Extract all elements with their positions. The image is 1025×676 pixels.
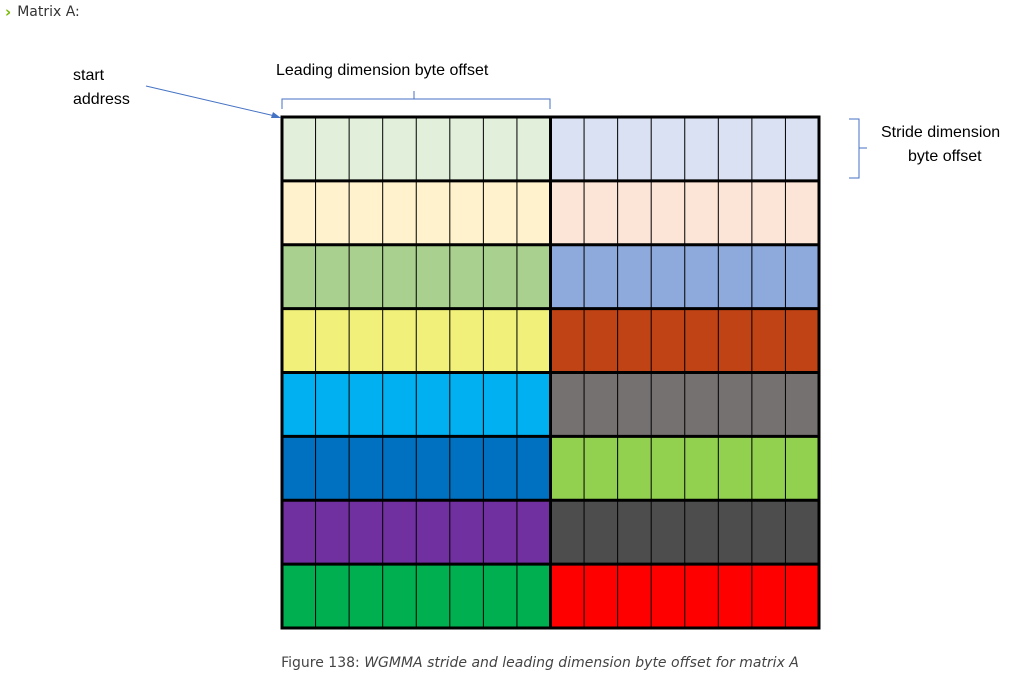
arrow-head-icon: [271, 112, 281, 118]
matrix-grid: [280, 115, 821, 630]
caption-text: WGMMA stride and leading dimension byte …: [364, 655, 799, 671]
stride-label-line1: Stride dimension: [881, 124, 1001, 141]
matrix-border: [280, 115, 821, 630]
figure-caption: Figure 138: WGMMA stride and leading dim…: [0, 655, 1025, 671]
chevron-right-icon: ›: [5, 3, 12, 21]
stride-dimension-bracket: [849, 118, 867, 179]
leading-dimension-label: Leading dimension byte offset: [276, 62, 489, 79]
leading-dimension-bracket: [281, 91, 551, 109]
start-address-arrow: [145, 85, 276, 117]
start-label-line2: address: [73, 91, 130, 108]
start-label-line1: start: [73, 67, 105, 84]
section-title: Matrix A:: [17, 4, 80, 20]
caption-number: Figure 138:: [281, 655, 360, 671]
section-header[interactable]: › Matrix A:: [5, 3, 80, 21]
stride-label-line2: byte offset: [908, 148, 982, 165]
